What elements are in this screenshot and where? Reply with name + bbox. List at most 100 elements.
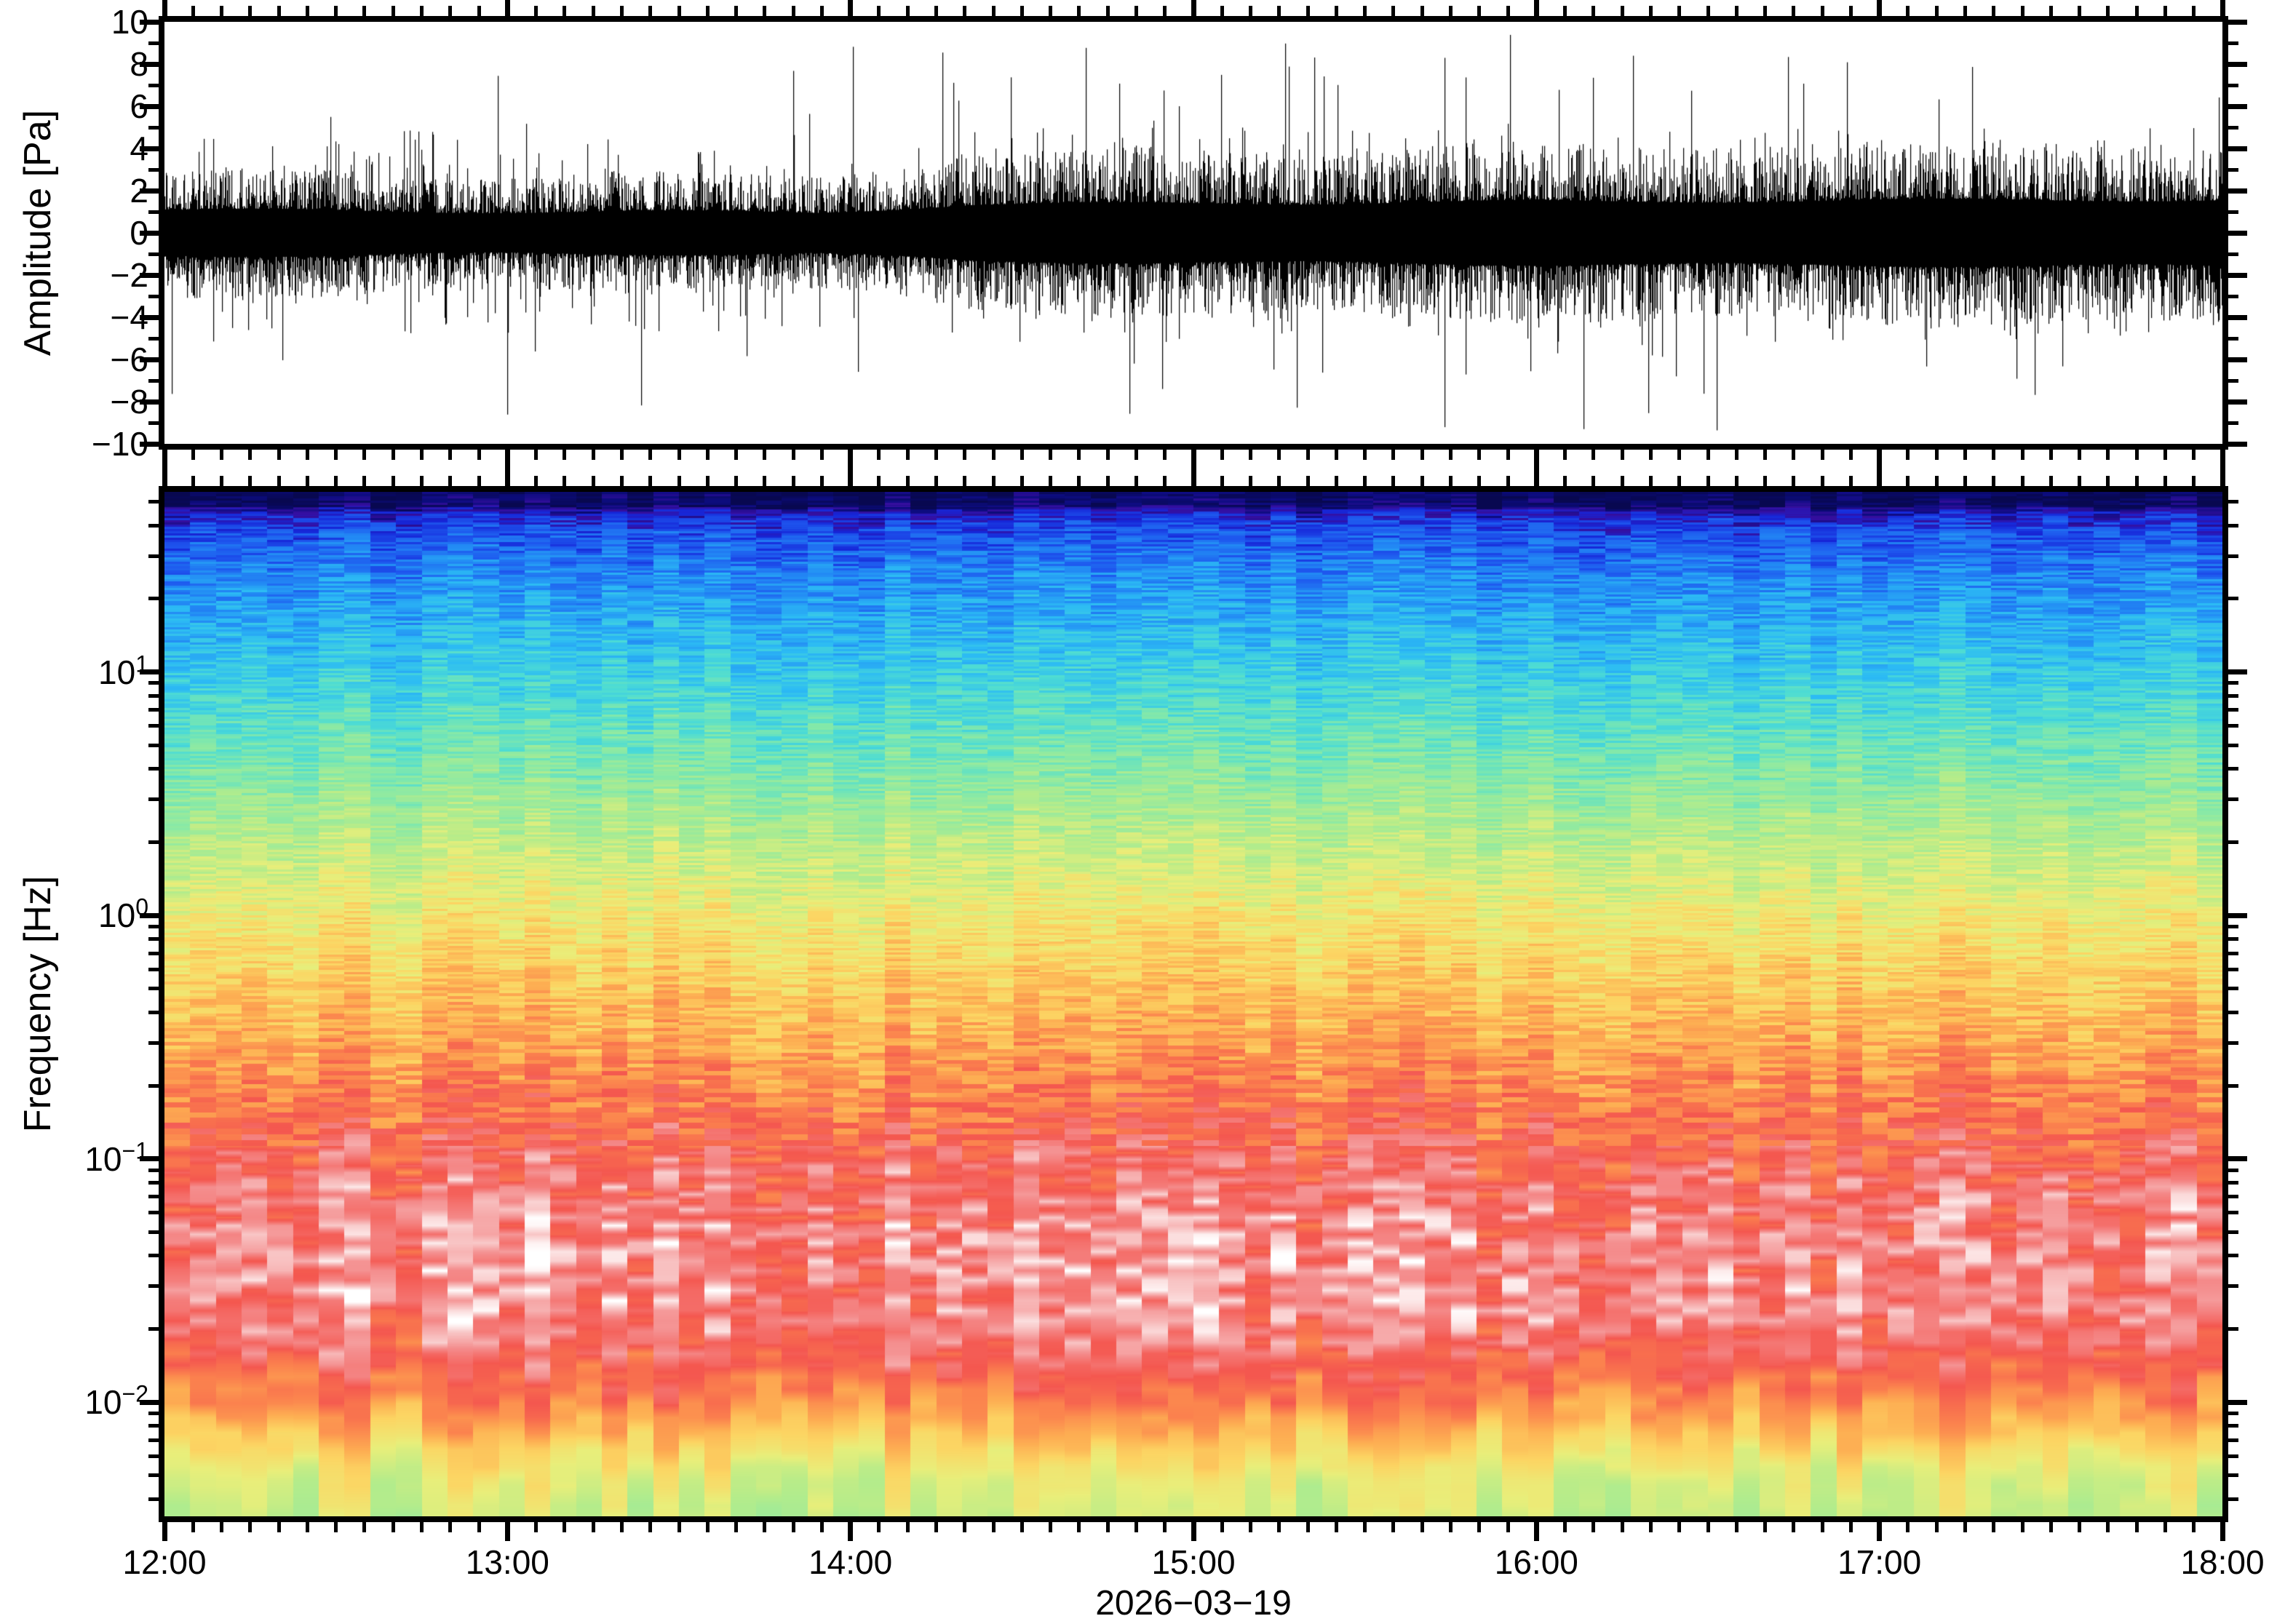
axis-tick — [391, 476, 395, 486]
axis-tick — [2228, 83, 2238, 87]
axis-tick — [1191, 1522, 1196, 1541]
axis-tick — [705, 1522, 710, 1532]
axis-tick — [140, 441, 159, 447]
axis-tick — [2228, 500, 2238, 504]
axis-tick — [148, 951, 159, 955]
axis-tick — [1792, 450, 1796, 460]
axis-tick — [1391, 1522, 1396, 1532]
axis-tick — [1391, 476, 1396, 486]
axis-tick — [2228, 707, 2238, 712]
axis-tick — [305, 476, 309, 486]
axis-tick — [391, 1522, 395, 1532]
axis-tick — [905, 6, 910, 16]
axis-tick — [648, 450, 653, 460]
axis-tick — [148, 937, 159, 942]
axis-tick — [2228, 1230, 2238, 1234]
axis-tick — [1163, 1522, 1167, 1532]
axis-tick — [734, 476, 739, 486]
axis-tick — [1533, 450, 1539, 469]
axis-tick — [162, 1522, 167, 1541]
axis-tick — [504, 467, 510, 486]
axis-tick — [1420, 1522, 1424, 1532]
axis-tick — [563, 6, 567, 16]
axis-tick — [1477, 450, 1482, 460]
axis-tick — [2228, 925, 2238, 928]
axis-tick — [140, 1156, 159, 1162]
axis-tick — [2228, 669, 2247, 675]
axis-tick — [1848, 450, 1853, 460]
axis-tick — [148, 210, 159, 214]
axis-tick — [1620, 1522, 1624, 1532]
axis-tick — [2228, 272, 2247, 278]
axis-tick — [140, 61, 159, 67]
axis-tick — [148, 1211, 159, 1215]
axis-tick — [1449, 450, 1453, 460]
axis-tick — [934, 6, 938, 16]
axis-tick — [848, 450, 854, 469]
axis-tick — [1134, 450, 1138, 460]
axis-tick — [1249, 476, 1253, 486]
axis-tick — [819, 1522, 824, 1532]
axis-tick — [420, 1522, 424, 1532]
axis-tick — [2228, 378, 2238, 383]
axis-tick — [2228, 210, 2238, 214]
axis-tick — [2228, 1438, 2238, 1442]
axis-tick — [277, 450, 281, 460]
axis-tick — [148, 1083, 159, 1088]
axis-tick — [1533, 1522, 1539, 1541]
axis-tick — [1734, 476, 1738, 486]
axis-tick — [140, 146, 159, 151]
axis-tick — [534, 1522, 539, 1532]
axis-tick — [1677, 1522, 1682, 1532]
axis-tick — [1963, 1522, 1967, 1532]
axis-tick — [2228, 967, 2238, 971]
axis-tick — [734, 6, 739, 16]
axis-tick — [148, 1454, 159, 1458]
axis-tick — [1848, 1522, 1853, 1532]
axis-tick — [2228, 1399, 2247, 1405]
time-tick-label: 12:00 — [122, 1543, 207, 1581]
axis-tick — [1191, 0, 1196, 16]
axis-tick — [1363, 476, 1367, 486]
axis-tick — [1134, 476, 1138, 486]
axis-tick — [1563, 476, 1567, 486]
axis-tick — [334, 6, 338, 16]
axis-tick — [1992, 450, 1996, 460]
axis-tick — [1020, 1522, 1024, 1532]
axis-tick — [148, 421, 159, 425]
axis-tick — [477, 6, 481, 16]
axis-tick — [362, 6, 367, 16]
axis-tick — [2020, 6, 2024, 16]
axis-tick — [148, 294, 159, 298]
axis-tick — [1334, 6, 1338, 16]
axis-tick — [1449, 476, 1453, 486]
axis-tick — [1134, 6, 1138, 16]
axis-tick — [148, 1412, 159, 1416]
axis-tick — [1220, 1522, 1224, 1532]
axis-tick — [148, 693, 159, 698]
axis-tick — [2020, 450, 2024, 460]
time-tick-label: 17:00 — [1837, 1543, 1922, 1581]
axis-tick — [1220, 6, 1224, 16]
axis-tick — [1848, 476, 1853, 486]
axis-tick — [477, 476, 481, 486]
axis-tick — [1306, 450, 1310, 460]
axis-tick — [140, 669, 159, 675]
axis-tick — [362, 476, 367, 486]
axis-tick — [2228, 1083, 2238, 1088]
axis-tick — [848, 467, 854, 486]
axis-tick — [2228, 987, 2238, 991]
axis-tick — [148, 500, 159, 504]
axis-tick — [220, 450, 224, 460]
axis-tick — [140, 230, 159, 236]
axis-tick — [2228, 1040, 2238, 1045]
axis-tick — [2192, 450, 2196, 460]
axis-tick — [1763, 476, 1768, 486]
axis-tick — [1049, 450, 1053, 460]
axis-tick — [148, 125, 159, 130]
axis-tick — [2228, 314, 2247, 320]
axis-tick — [763, 1522, 767, 1532]
axis-tick — [148, 1438, 159, 1442]
axis-tick — [140, 357, 159, 362]
